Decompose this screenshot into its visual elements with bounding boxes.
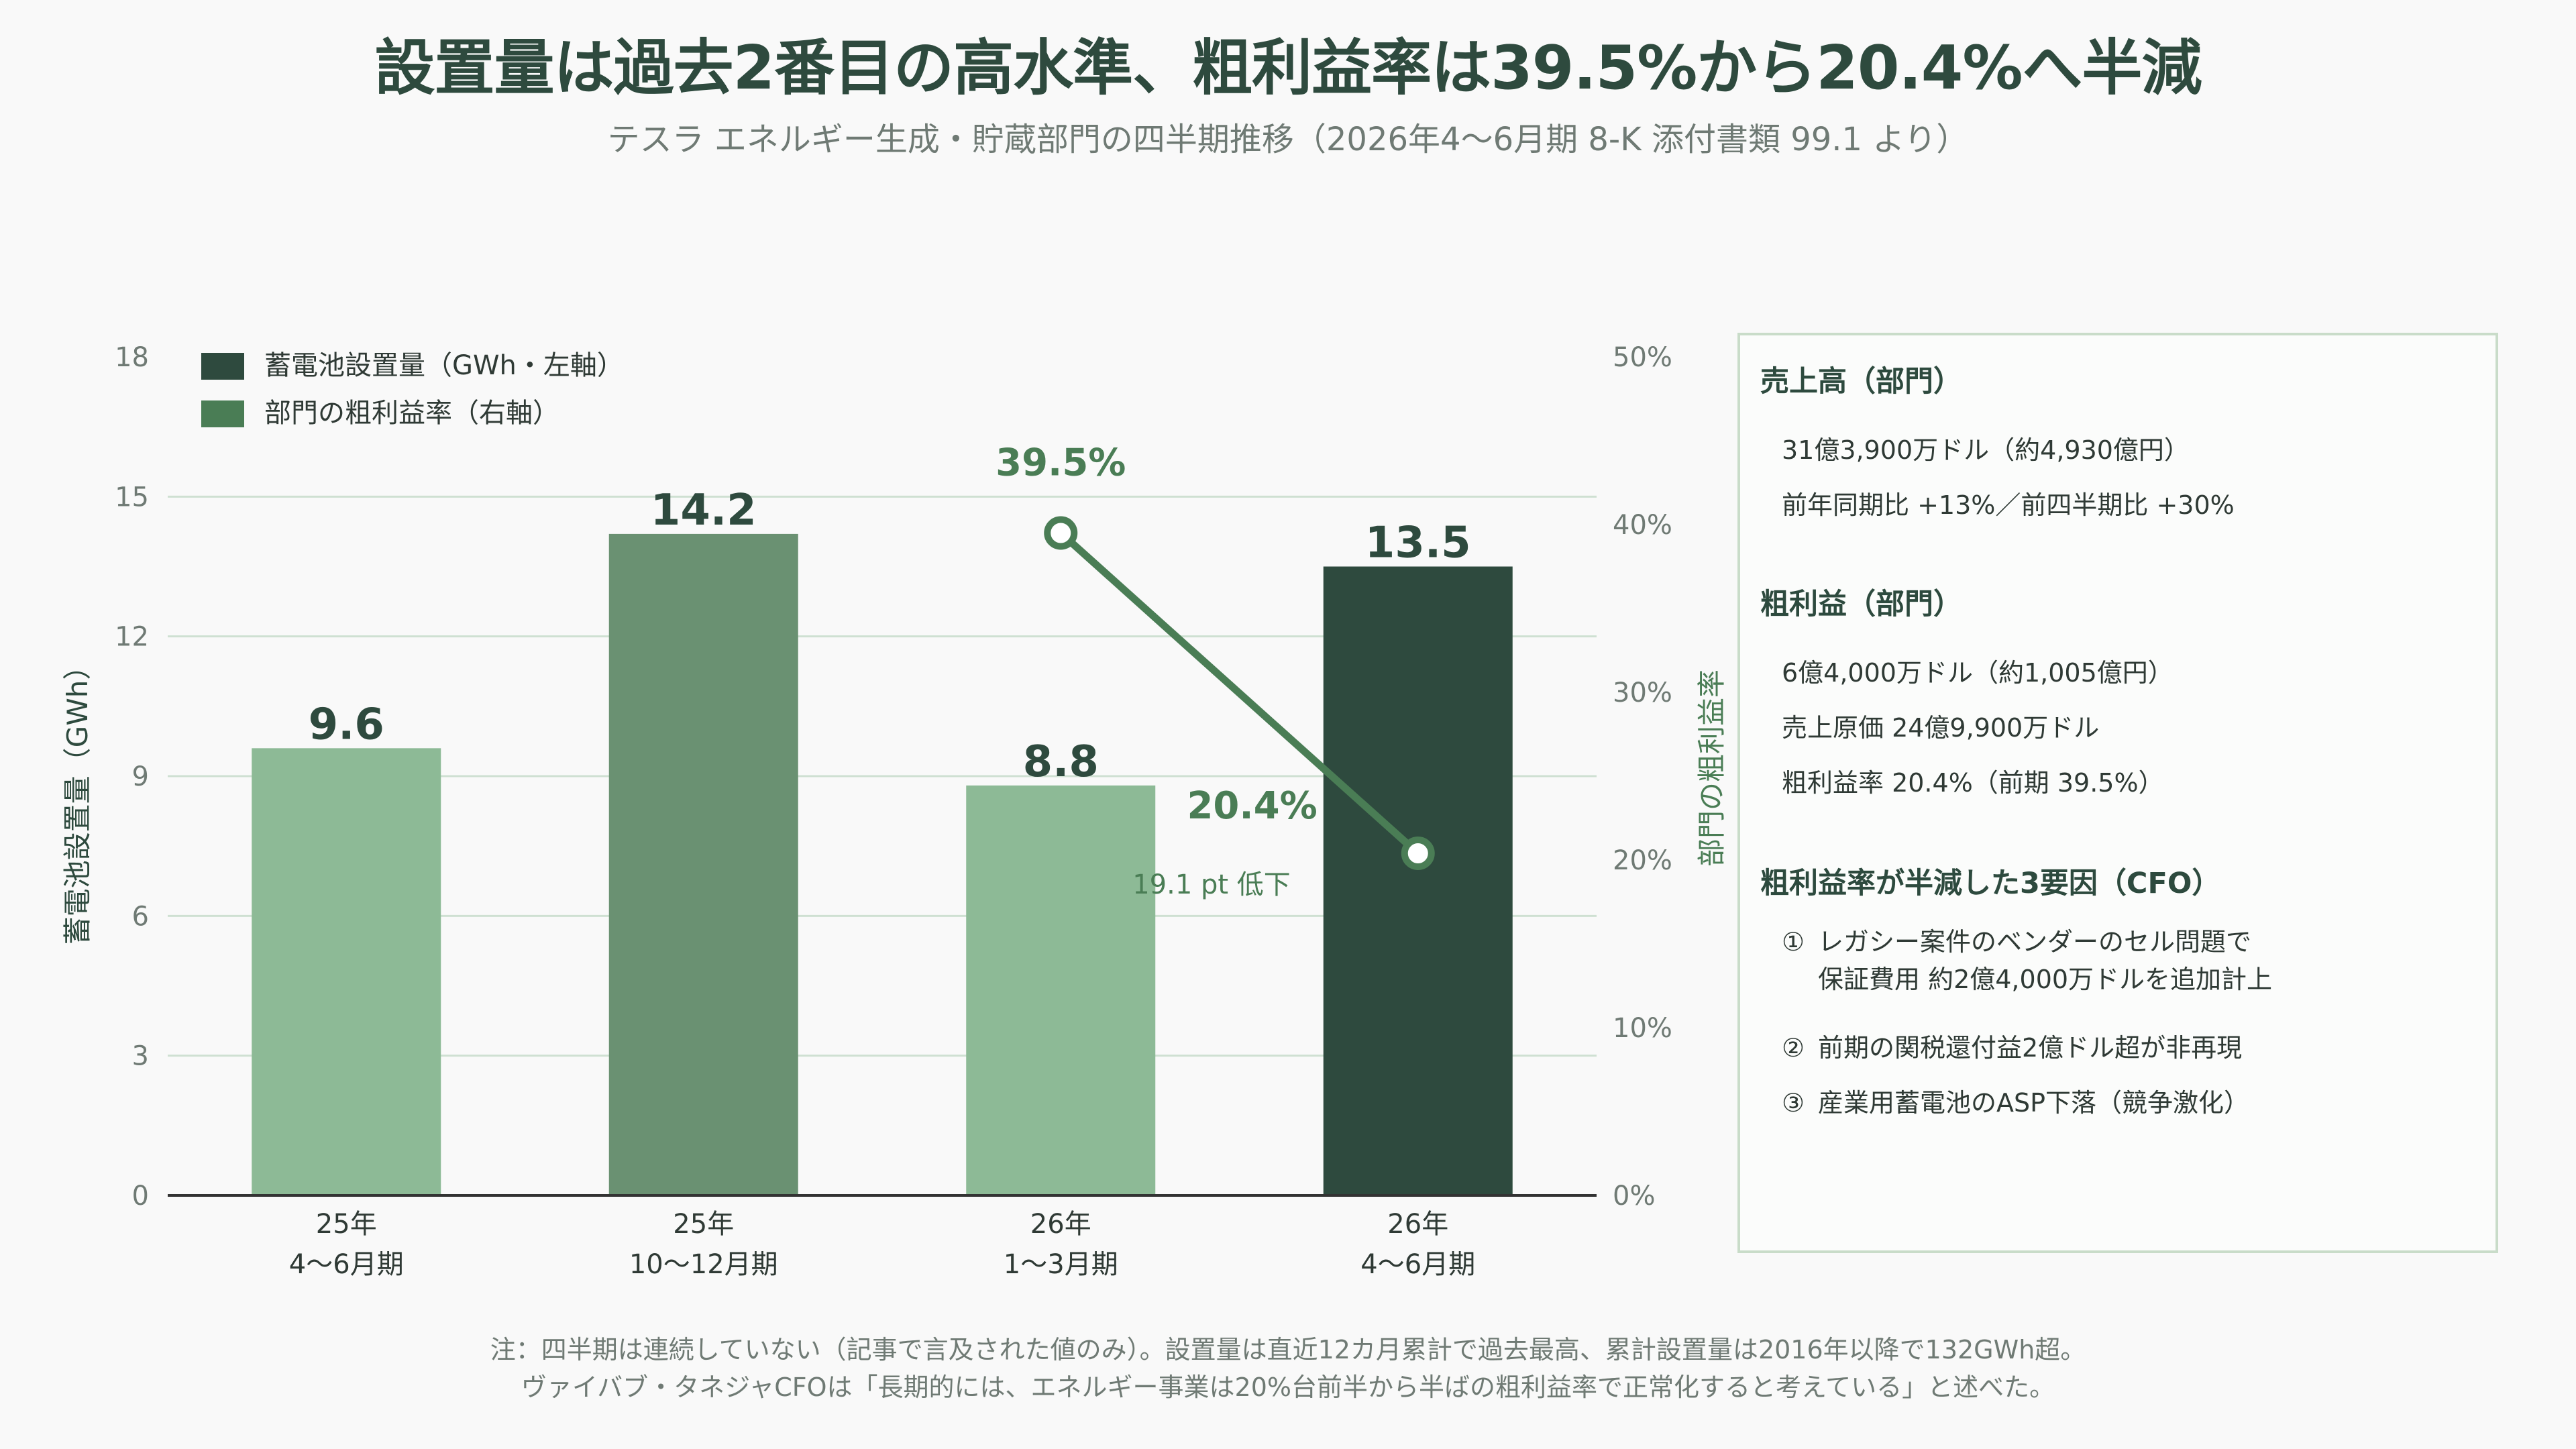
factor-number: ③: [1782, 1088, 1805, 1118]
margin-line-path: [1057, 529, 1422, 857]
drop-annotation: 19.1 pt 低下: [1132, 869, 1291, 900]
legend-label-margin: 部門の粗利益率（右軸）: [264, 398, 559, 429]
y-tick-label-right: 30%: [1613, 678, 1672, 708]
chart-subtitle: テスラ エネルギー生成・貯蔵部門の四半期推移（2026年4〜6月期 8-K 添付…: [607, 121, 1969, 158]
y-tick-label-right: 10%: [1613, 1013, 1672, 1044]
factor-item: ③ 産業用蓄電池のASP下落（競争激化）: [1782, 1084, 2249, 1122]
factor-text-cont: 保証費用 約2億4,000万ドルを追加計上: [1818, 965, 2273, 994]
gross-profit-heading: 粗利益（部門）: [1760, 588, 1962, 621]
margin-value-label: 20.4%: [1187, 784, 1317, 828]
legend-label-installations: 蓄電池設置量（GWh・左軸）: [264, 350, 624, 381]
factor-item: ② 前期の関税還付益2億ドル超が非再現: [1782, 1029, 2242, 1067]
bar: [966, 785, 1156, 1195]
margin-value-label: 39.5%: [996, 441, 1126, 485]
bar-value-label: 13.5: [1365, 519, 1471, 568]
sales-value: 31億3,900万ドル（約4,930億円）: [1782, 435, 2190, 465]
factors-heading: 粗利益率が半減した3要因（CFO）: [1760, 867, 2221, 900]
cost-of-sales: 売上原価 24億9,900万ドル: [1782, 713, 2100, 743]
y-axis-title-right: 部門の粗利益率: [1695, 669, 1728, 867]
x-tick-label: 4〜6月期: [289, 1249, 404, 1280]
legend: 蓄電池設置量（GWh・左軸） 部門の粗利益率（右軸）: [201, 350, 624, 429]
bar-value-label: 8.8: [1023, 737, 1099, 787]
x-tick-label: 4〜6月期: [1360, 1249, 1475, 1280]
y-tick-label-left: 15: [115, 482, 149, 513]
y-tick-label-right: 40%: [1613, 510, 1672, 541]
y-tick-label-left: 9: [132, 761, 149, 792]
factor-text: レガシー案件のベンダーのセル問題で: [1818, 927, 2252, 957]
sales-growth: 前年同期比 +13%／前四半期比 +30%: [1782, 490, 2235, 520]
bar-value-label: 9.6: [309, 700, 384, 749]
margin-point: [1401, 837, 1435, 870]
footnote-line: 注：四半期は連続していない（記事で言及された値のみ）。設置量は直近12カ月累計で…: [490, 1335, 2086, 1364]
y-tick-label-left: 18: [115, 342, 149, 373]
legend-swatch-margin: [201, 400, 244, 427]
bar: [1323, 566, 1513, 1195]
footnote-line: ヴァイバブ・タネジャCFOは「長期的には、エネルギー事業は20%台前半から半ばの…: [521, 1373, 2055, 1402]
sales-heading: 売上高（部門）: [1760, 365, 1962, 398]
bar-value-label: 14.2: [651, 486, 757, 535]
gross-profit-value: 6億4,000万ドル（約1,005億円）: [1782, 658, 2174, 688]
x-tick-label: 26年: [1030, 1209, 1091, 1240]
factor-item: ① レガシー案件のベンダーのセル問題で 保証費用 約2億4,000万ドルを追加計上: [1782, 923, 2272, 998]
y-tick-label-right: 0%: [1613, 1181, 1655, 1212]
y-tick-label-left: 12: [115, 622, 149, 653]
gross-margin-value: 粗利益率 20.4%（前期 39.5%）: [1782, 768, 2164, 798]
bar: [608, 533, 798, 1195]
x-tick-label: 26年: [1387, 1209, 1448, 1240]
bars: [252, 533, 1513, 1195]
data-labels: 9.6 14.2 8.8 13.5 39.5% 20.4%: [309, 441, 1471, 828]
factor-number: ②: [1782, 1033, 1805, 1063]
x-tick-label: 1〜3月期: [1004, 1249, 1118, 1280]
axes: 0 3 6 9 12 15 18 0% 10% 20% 30% 40% 50% 25年 4〜6月期 25年 10…: [115, 342, 1672, 1280]
y-axis-title-left: 蓄電池設置量（GWh）: [61, 652, 94, 945]
x-tick-label: 10〜12月期: [629, 1249, 778, 1280]
factor-number: ①: [1782, 927, 1805, 957]
footnote: 注：四半期は連続していない（記事で言及された値のみ）。設置量は直近12カ月累計で…: [0, 1331, 2576, 1406]
y-tick-label-left: 6: [132, 901, 149, 932]
factor-text: 産業用蓄電池のASP下落（競争激化）: [1818, 1088, 2250, 1118]
y-tick-label-right: 50%: [1613, 342, 1672, 373]
margin-point: [1044, 516, 1078, 550]
x-tick-label: 25年: [316, 1209, 377, 1240]
chart-title: 設置量は過去2番目の高水準、粗利益率は39.5%から20.4%へ半減: [374, 33, 2202, 103]
y-tick-label-right: 20%: [1613, 845, 1672, 876]
legend-swatch-installations: [201, 353, 244, 380]
segment-summary-panel: 売上高（部門） 31億3,900万ドル（約4,930億円） 前年同期比 +13%…: [1737, 333, 2498, 1253]
x-tick-label: 25年: [673, 1209, 734, 1240]
y-tick-label-left: 0: [132, 1181, 149, 1212]
y-tick-label-left: 3: [132, 1041, 149, 1072]
factor-text: 前期の関税還付益2億ドル超が非再現: [1818, 1033, 2243, 1063]
margin-line: [1044, 516, 1435, 870]
bar: [252, 748, 441, 1195]
